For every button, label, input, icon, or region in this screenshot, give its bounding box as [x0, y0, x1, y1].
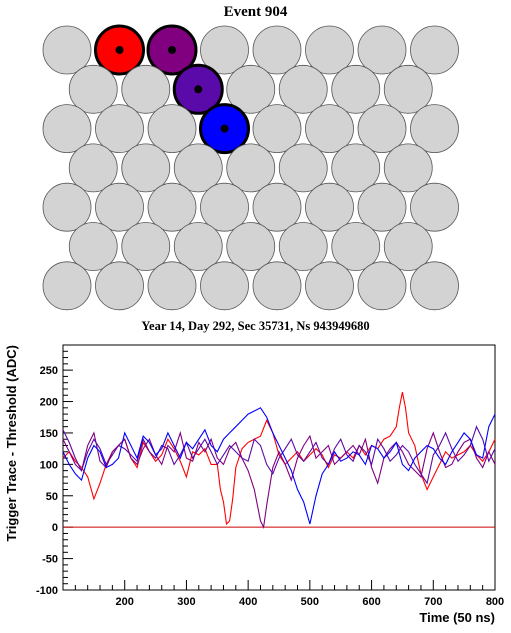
x-tick-label: 600 [362, 596, 380, 608]
pmt-center-dot [220, 124, 229, 133]
pmt [357, 25, 407, 75]
pmt [226, 64, 276, 114]
pmt [173, 143, 223, 193]
x-tick-label: 700 [424, 596, 442, 608]
pmt [173, 222, 223, 271]
pmt [42, 182, 92, 232]
pmt [357, 261, 407, 311]
y-tick-label: 200 [40, 397, 58, 409]
x-tick-label: 200 [116, 596, 134, 608]
pmt [200, 261, 249, 311]
pmt [305, 25, 354, 75]
pmt [410, 104, 459, 154]
y-tick-label: 150 [40, 428, 58, 440]
pmt [383, 222, 433, 271]
pmt [121, 64, 171, 114]
x-tick-label: 500 [301, 596, 319, 608]
y-tick-label: 100 [40, 459, 58, 471]
pmt [305, 261, 354, 311]
pmt [95, 182, 144, 232]
pmt [252, 25, 302, 75]
pmt [331, 64, 381, 114]
pmt [226, 222, 276, 271]
x-tick-label: 800 [486, 596, 504, 608]
pmt [147, 261, 197, 311]
pmt [147, 182, 197, 232]
trace-series-1 [62, 391, 496, 526]
pmt [278, 222, 328, 271]
pmt [95, 104, 144, 154]
pmt [121, 143, 171, 193]
pmt [383, 64, 433, 114]
pmt [200, 25, 249, 75]
pmt-center-dot [168, 46, 176, 54]
trace-series-4 [62, 407, 496, 525]
pmt [383, 143, 433, 193]
y-tick-label: -50 [42, 554, 58, 566]
x-tick-label: 300 [177, 596, 195, 608]
pmt [68, 222, 118, 271]
pmt [278, 143, 328, 193]
event-title: Event 904 [223, 4, 288, 20]
y-tick-label: -100 [36, 585, 58, 597]
trace-series-2 [62, 430, 496, 530]
pmt [252, 182, 302, 232]
x-tick-label: 400 [239, 596, 257, 608]
pmt [357, 182, 407, 232]
event-time-caption: Year 14, Day 292, Sec 35731, Ns 94394968… [141, 319, 370, 333]
trace-series-3 [62, 425, 496, 485]
pmt [42, 261, 92, 311]
pmt [410, 25, 459, 75]
pmt [410, 182, 459, 232]
y-axis-title: Trigger Trace - Threshold (ADC) [4, 345, 19, 541]
pmt-center-dot [115, 46, 124, 54]
y-tick-label: 50 [46, 491, 58, 503]
pmt [147, 104, 197, 154]
pmt [95, 261, 144, 311]
pmt [278, 64, 328, 114]
y-tick-label: 0 [52, 522, 58, 534]
pmt [42, 104, 92, 154]
pmt [410, 261, 459, 311]
pmt [305, 182, 354, 232]
pmt [331, 222, 381, 271]
pmt [121, 222, 171, 271]
pmt [331, 143, 381, 193]
pmt [305, 104, 354, 154]
pmt [200, 182, 249, 232]
pmt [68, 143, 118, 193]
pmt [42, 25, 92, 75]
pmt-camera-map [42, 24, 459, 311]
x-axis-title: Time (50 ns) [419, 610, 495, 625]
pmt [68, 64, 118, 114]
pmt [357, 104, 407, 154]
y-tick-label: 250 [40, 365, 58, 377]
pmt-center-dot [194, 85, 203, 94]
pmt [252, 104, 302, 154]
pmt [252, 261, 302, 311]
pmt [226, 143, 276, 193]
